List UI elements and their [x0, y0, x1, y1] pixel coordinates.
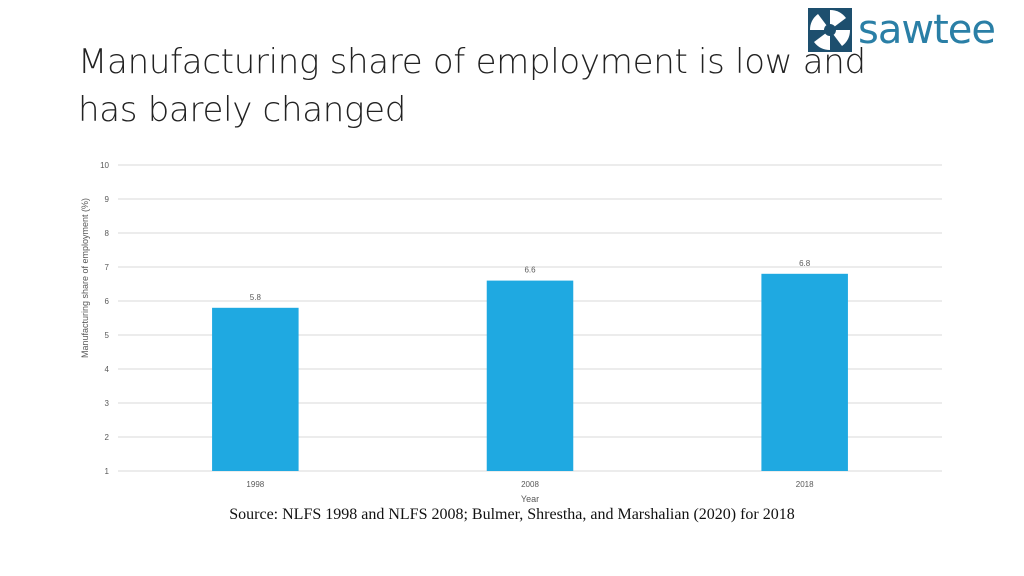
data-labels: 5.8 6.6 6.8 [250, 259, 811, 302]
y-tick-label: 7 [105, 263, 110, 272]
sawtee-logo-icon [808, 8, 852, 52]
x-tick-label: 1998 [246, 480, 264, 489]
y-tick-label: 10 [100, 161, 109, 170]
slide-title: Manufacturing share of employment is low… [78, 42, 866, 130]
y-tick-label: 1 [105, 467, 110, 476]
logo-text: sawtee [858, 7, 996, 53]
y-axis-title: Manufacturing share of employment (%) [80, 198, 90, 358]
y-tick-label: 3 [105, 399, 110, 408]
bar [486, 280, 574, 471]
y-tick-label: 4 [105, 365, 110, 374]
x-tick-label: 2018 [796, 480, 814, 489]
data-label: 6.8 [799, 259, 811, 268]
y-tick-label: 5 [105, 331, 110, 340]
x-axis-ticks: 1998 2008 2018 [246, 480, 814, 489]
source-note: Source: NLFS 1998 and NLFS 2008; Bulmer,… [229, 506, 795, 523]
bars [212, 273, 848, 471]
x-tick-label: 2008 [521, 480, 539, 489]
data-label: 6.6 [524, 266, 536, 275]
y-axis-ticks: 1 2 3 4 5 6 7 8 9 10 [100, 161, 109, 476]
bar [761, 273, 848, 471]
y-tick-label: 6 [105, 297, 110, 306]
x-axis-title: Year [521, 494, 539, 504]
sawtee-logo: sawtee [806, 4, 1016, 56]
y-tick-label: 9 [105, 195, 110, 204]
data-label: 5.8 [250, 293, 262, 302]
y-tick-label: 2 [105, 433, 110, 442]
bar [212, 307, 299, 471]
y-tick-label: 8 [105, 229, 110, 238]
